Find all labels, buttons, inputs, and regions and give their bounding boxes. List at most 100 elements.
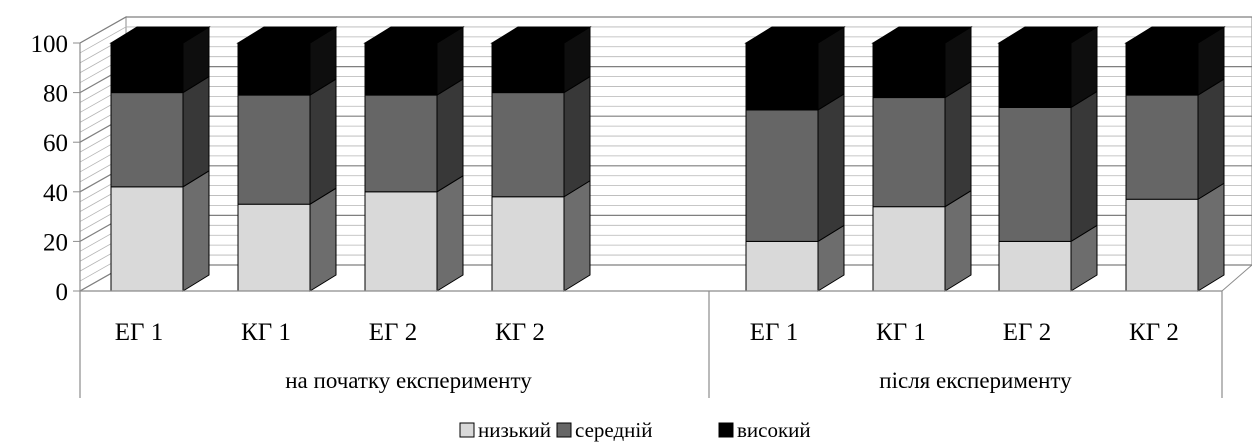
bar-top (363, 26, 465, 44)
y-tick-label: 40 (43, 180, 68, 207)
bar-segment-середній (1125, 78, 1225, 201)
bar-front (872, 97, 946, 208)
bar-segment-середній (364, 78, 464, 193)
bar-front (745, 42, 819, 111)
bar-front (491, 42, 565, 94)
bar-front (364, 191, 438, 292)
bar-front (745, 109, 819, 242)
bar-front (998, 106, 1072, 242)
bar-segment-високий (490, 26, 592, 94)
category-label: ЕГ 1 (750, 319, 798, 346)
bar-segment-високий (363, 26, 465, 96)
bar-side (1197, 182, 1225, 292)
bar-top (871, 26, 973, 44)
category-label: ЕГ 2 (1003, 319, 1051, 346)
bar-side (1197, 78, 1225, 201)
gridline (79, 26, 1252, 54)
bar-segment-середній (237, 78, 337, 206)
bar-top (490, 26, 592, 44)
bar-segment-низький (110, 169, 210, 292)
y-tick-label: 80 (43, 81, 68, 108)
bar-front (998, 42, 1072, 108)
bar-segment-високий (236, 26, 338, 96)
bar-front (1125, 198, 1199, 292)
bar-front (110, 92, 184, 188)
bar-side (563, 179, 591, 292)
category-label: ЕГ 1 (115, 319, 163, 346)
bar-top (744, 26, 846, 44)
category-label: ЕГ 2 (369, 319, 417, 346)
bar-top (236, 26, 338, 44)
bar-top (109, 26, 211, 44)
bar-segment-низький (237, 187, 337, 292)
bar-side (944, 189, 972, 292)
bar-side (182, 169, 210, 292)
bar-top (1124, 26, 1226, 44)
bar-segment-високий (109, 26, 211, 94)
bar-segment-середній (110, 75, 210, 188)
bar-side (309, 187, 337, 292)
y-tick-label: 20 (43, 229, 68, 256)
bar-side (563, 75, 591, 198)
bar-front (364, 94, 438, 193)
legend-entry: високий (737, 418, 811, 442)
bar-segment-високий (871, 26, 973, 99)
bar-segment-низький (491, 179, 591, 292)
bar-front (491, 196, 565, 292)
legend-swatch (556, 422, 572, 438)
bar-front (872, 42, 946, 99)
bar-segment-середній (491, 75, 591, 198)
group-label: на початку експерименту (285, 368, 532, 393)
category-labels: ЕГ 1 КГ 1 ЕГ 2 КГ 2 на початку експерименту Е… (115, 319, 1179, 393)
gridline (79, 16, 1252, 44)
y-tick-labels: 0 20 40 60 80 100 (31, 31, 69, 306)
bar-front (110, 186, 184, 292)
bar-segment-низький (998, 224, 1098, 292)
bar-front (1125, 94, 1199, 200)
bar-segment-низький (1125, 182, 1225, 292)
bar-segment-низький (745, 224, 845, 292)
bar-segment-високий (997, 26, 1099, 109)
bar-front (364, 42, 438, 96)
bar-front (237, 203, 311, 292)
bar-segment-високий (1124, 26, 1226, 96)
y-tick-label: 60 (43, 130, 68, 157)
bar-side (182, 75, 210, 188)
bar-front (998, 240, 1072, 292)
bar-side (944, 80, 972, 208)
bar-front (110, 42, 184, 94)
bar-side (1070, 90, 1098, 243)
category-label: КГ 2 (1129, 319, 1179, 346)
y-tick-label: 100 (31, 31, 69, 58)
bar-front (237, 42, 311, 96)
bar-front (1125, 42, 1199, 96)
bar-front (745, 240, 819, 292)
bar-front (491, 92, 565, 198)
bar-segment-середній (872, 80, 972, 208)
legend: низький середній високий (459, 418, 811, 442)
bar-side (436, 78, 464, 193)
category-label: КГ 2 (495, 319, 545, 346)
bar-segment-низький (364, 174, 464, 292)
bar-segment-середній (998, 90, 1098, 243)
bar-front (237, 94, 311, 205)
bar-side (817, 93, 845, 243)
bar-segment-середній (745, 93, 845, 243)
bars-layer (109, 26, 1226, 292)
category-label: КГ 1 (876, 319, 926, 346)
category-label: КГ 1 (241, 319, 291, 346)
legend-entry: низький (478, 418, 551, 442)
bar-side (436, 174, 464, 292)
group-label: після експерименту (879, 368, 1072, 393)
y-tick-label: 0 (56, 279, 69, 306)
bar-segment-низький (872, 189, 972, 292)
legend-swatch (459, 422, 475, 438)
bar-front (872, 206, 946, 292)
axes-layer (73, 42, 1223, 398)
legend-swatch (718, 422, 734, 438)
bar-top (997, 26, 1099, 44)
legend-entry: середній (575, 418, 652, 442)
bar-side (309, 78, 337, 206)
bar-segment-високий (744, 26, 846, 111)
